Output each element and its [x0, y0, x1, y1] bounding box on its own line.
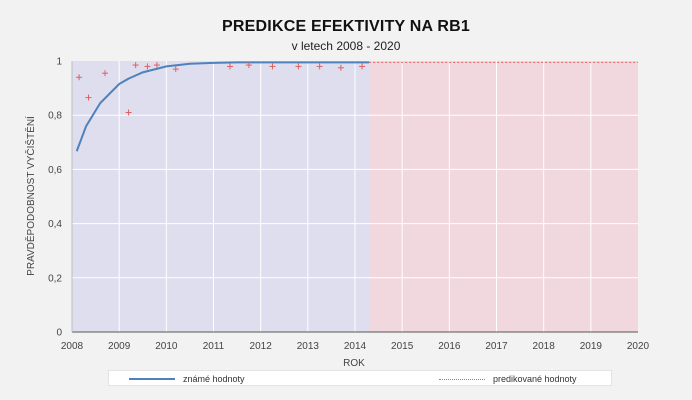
x-tick-label: 2011 — [203, 341, 225, 352]
x-axis-label: ROK — [343, 358, 365, 369]
known-region — [72, 61, 370, 332]
y-tick-label: 0,4 — [48, 219, 62, 230]
known-values-line — [75, 61, 370, 152]
x-tick-labels: 2008 2009 2010 2011 2012 2013 2014 2015 2016 2017… — [61, 341, 650, 352]
data-point — [125, 109, 132, 116]
legend-swatch-predicted — [439, 378, 485, 380]
legend-swatch-known — [129, 378, 175, 380]
chart-subtitle: v letech 2008 - 2020 — [291, 39, 401, 53]
x-tick-label: 2020 — [627, 341, 650, 352]
y-tick-labels: 0 0,2 0,4 0,6 0,8 1 — [48, 57, 62, 339]
chart-regions — [72, 61, 638, 332]
data-point — [316, 63, 323, 70]
data-point — [76, 74, 83, 81]
data-point — [269, 63, 276, 70]
data-point — [144, 63, 151, 70]
x-tick-label: 2019 — [580, 341, 603, 352]
y-tick-label: 0 — [56, 328, 62, 339]
data-point — [359, 63, 366, 70]
data-point — [295, 63, 302, 70]
data-point — [85, 94, 92, 101]
x-tick-label: 2013 — [297, 341, 320, 352]
x-tick-label: 2015 — [391, 341, 414, 352]
x-tick-label: 2016 — [438, 341, 461, 352]
x-tick-label: 2018 — [533, 341, 556, 352]
y-tick-label: 0,8 — [48, 111, 62, 122]
chart-series — [75, 61, 638, 152]
x-tick-label: 2008 — [61, 341, 84, 352]
data-point — [102, 70, 109, 77]
data-point — [153, 62, 160, 69]
y-tick-label: 0,2 — [48, 273, 62, 284]
x-tick-label: 2012 — [250, 341, 273, 352]
data-point — [227, 63, 234, 70]
legend-label-known: známé hodnoty — [183, 374, 245, 384]
y-axis-label: PRAVDĚPODOBNOST VYČIŠTĚNÍ — [24, 116, 37, 276]
x-tick-label: 2014 — [344, 341, 367, 352]
x-tick-label: 2009 — [108, 341, 131, 352]
data-point — [172, 66, 179, 73]
chart-grid — [72, 61, 638, 332]
legend-label-predicted: predikované hodnoty — [493, 374, 577, 384]
x-tick-label: 2010 — [155, 341, 178, 352]
data-point — [132, 62, 139, 69]
data-point — [337, 64, 344, 71]
chart-title: PREDIKCE EFEKTIVITY NA RB1 — [222, 18, 470, 35]
y-tick-label: 0,6 — [48, 165, 62, 176]
y-tick-label: 1 — [56, 57, 62, 68]
data-point — [245, 62, 252, 69]
chart-legend: známé hodnoty predikované hodnoty — [108, 370, 612, 386]
chart-axes — [71, 61, 638, 333]
legend-item-predicted: predikované hodnoty — [439, 372, 577, 386]
predicted-region — [369, 61, 638, 332]
x-tick-label: 2017 — [485, 341, 508, 352]
legend-item-known: známé hodnoty — [129, 372, 245, 386]
